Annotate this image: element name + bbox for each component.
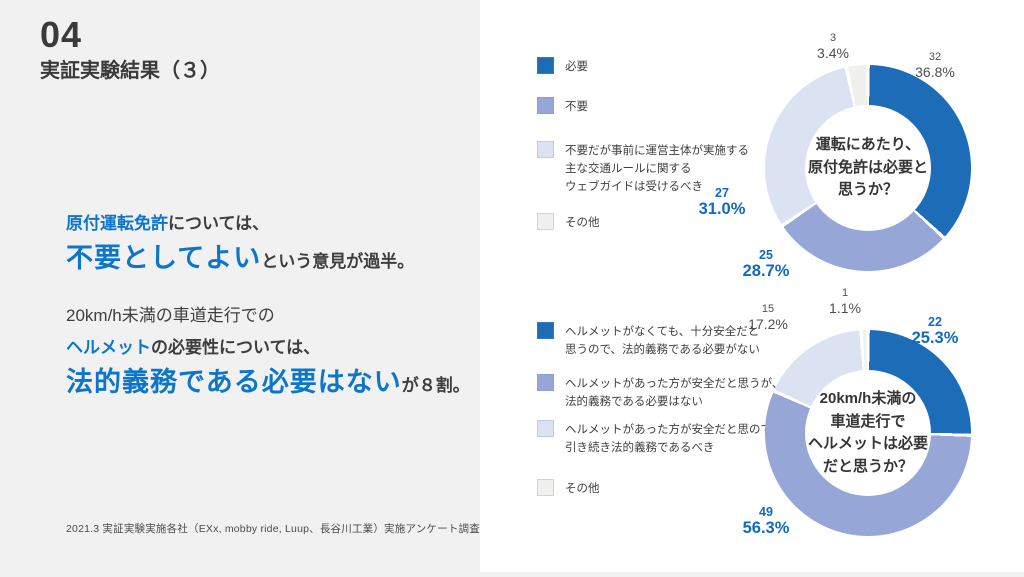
left-panel: 04 実証実験結果（３） 原付運転免許については、 不要としてよいという意見が過…: [0, 0, 480, 577]
donut-hole: [805, 370, 931, 496]
footnote: 2021.3 実証実験実施各社（EXx, mobby ride, Luup、長谷…: [66, 523, 480, 535]
donut-center-question: 運転にあたり、 原付免許は必要と 思うか？: [807, 136, 928, 199]
summary-highlight-license: 原付運転免許: [66, 214, 168, 233]
page-title: 実証実験結果（３）: [40, 60, 220, 82]
legend-label: ヘルメットがあった方が安全だと思ので、 引き続き法的義務であるべき: [565, 424, 784, 454]
summary-line-5: 法的義務である必要はないが８割。: [66, 360, 470, 399]
legend-item: 必要: [537, 57, 588, 76]
legend-label: ヘルメットがあった方が安全だと思うが、 法的義務である必要はない: [565, 378, 784, 408]
donut-ring: 20km/h未満の 車道走行で ヘルメットは必要 だと思うか？: [765, 330, 971, 536]
legend-swatch-dark-blue: [537, 57, 554, 74]
legend-item: その他: [537, 479, 600, 498]
donut-hole: [805, 105, 931, 231]
summary-line-4-rest: の必要性については、: [151, 338, 321, 357]
legend-item: ヘルメットがなくても、十分安全だと 思うので、法的義務である必要がない: [537, 322, 760, 359]
donut-ring: 運転にあたり、 原付免許は必要と 思うか？: [765, 65, 971, 271]
summary-line-1: 原付運転免許については、: [66, 209, 269, 234]
slice-value-label: 32 36.8%: [915, 51, 955, 80]
charts-panel: 必要 不要 不要だが事前に運営主体が実施する 主な交通ルールに関する ウェブガイ…: [480, 0, 1024, 572]
section-number: 04: [40, 14, 83, 55]
legend-label: 不要だが事前に運営主体が実施する 主な交通ルールに関する ウェブガイドは受けるべ…: [565, 145, 749, 193]
legend-label: その他: [565, 483, 600, 495]
slice-value-label: 3 3.4%: [817, 32, 849, 61]
legend-item: その他: [537, 213, 600, 232]
legend-label: ヘルメットがなくても、十分安全だと 思うので、法的義務である必要がない: [565, 326, 760, 356]
legend-label: 必要: [565, 61, 588, 73]
slice-value-label: 15 17.2%: [748, 303, 788, 332]
legend-item: 不要だが事前に運営主体が実施する 主な交通ルールに関する ウェブガイドは受けるべ…: [537, 141, 749, 196]
legend-item: 不要: [537, 97, 588, 116]
legend-swatch-other-gray: [537, 213, 554, 230]
summary-line-4: ヘルメットの必要性については、: [66, 333, 320, 358]
slice-value-label: 25 28.7%: [742, 248, 790, 281]
summary-line-2: 不要としてよいという意見が過半。: [66, 236, 414, 275]
legend-swatch-light-blue: [537, 420, 554, 437]
legend-label: その他: [565, 217, 600, 229]
summary-line-5-rest: が８割。: [401, 376, 470, 395]
summary-big-no-obligation: 法的義務である必要はない: [66, 367, 402, 397]
legend-swatch-dark-blue: [537, 322, 554, 339]
donut-center-question: 20km/h未満の 車道走行で ヘルメットは必要 だと思うか？: [807, 390, 928, 475]
summary-line-3: 20km/h未満の車道走行での: [66, 306, 275, 325]
legend-swatch-medium-blue: [537, 97, 554, 114]
slice-value-label: 49 56.3%: [742, 505, 790, 538]
legend-item: ヘルメットがあった方が安全だと思ので、 引き続き法的義務であるべき: [537, 420, 783, 457]
slice-value-label: 22 25.3%: [911, 315, 959, 348]
legend-swatch-medium-blue: [537, 374, 554, 391]
summary-highlight-helmet: ヘルメット: [66, 338, 151, 357]
legend-label: 不要: [565, 101, 588, 113]
slice-value-label: 27 31.0%: [698, 186, 746, 219]
summary-big-no-license: 不要としてよい: [66, 243, 262, 273]
legend-swatch-light-blue: [537, 141, 554, 158]
legend-item: ヘルメットがあった方が安全だと思うが、 法的義務である必要はない: [537, 374, 783, 411]
summary-line-2-rest: という意見が過半。: [261, 252, 415, 271]
slice-value-label: 1 1.1%: [829, 287, 861, 316]
legend-swatch-other-gray: [537, 479, 554, 496]
summary-line-1-rest: については、: [168, 214, 270, 233]
